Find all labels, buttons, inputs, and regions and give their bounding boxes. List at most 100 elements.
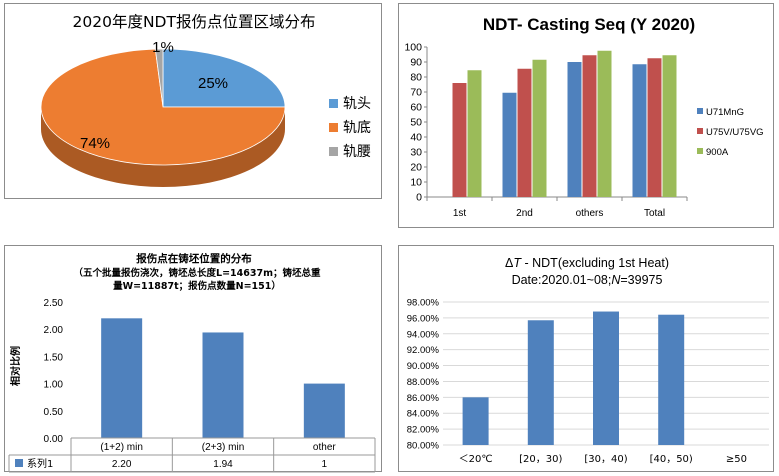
y-tick-label: 50: [410, 117, 422, 129]
y-tick-label: 40: [410, 132, 422, 144]
bar-U75V/U75VG-1st: [452, 83, 467, 197]
y-tick-label: 0: [416, 192, 422, 204]
pie-value-label: 74%: [80, 135, 110, 152]
y-tick-label: 88.00%: [407, 377, 440, 388]
bar-＜20℃: [462, 397, 489, 445]
casting-position-chart-panel: 报伤点在铸坯位置的分布 （五个批量报伤浇次，铸坯总长度L=14637m；铸坯总重…: [4, 245, 382, 473]
delta-t-title-symbol: Δ: [505, 256, 513, 270]
y-tick-label: 82.00%: [407, 425, 440, 436]
delta-t-chart-title: ΔT - NDT(excluding 1st Heat): [505, 256, 669, 270]
legend-label: U75V/U75VG: [706, 127, 764, 138]
bar-900A-1st: [467, 70, 482, 197]
y-tick-label: 1.50: [44, 352, 64, 363]
pie-legend-label: 轨底: [343, 120, 371, 136]
y-tick-label: 100: [404, 42, 422, 54]
y-tick-label: 92.00%: [407, 345, 440, 356]
casting-position-chart-title: 报伤点在铸坯位置的分布: [136, 252, 252, 265]
y-tick-label: 96.00%: [407, 313, 440, 324]
x-tick-label: Total: [644, 208, 665, 219]
bar-900A-others: [597, 50, 612, 197]
y-tick-label: 80.00%: [407, 441, 440, 452]
pie-legend-label: 轨头: [343, 96, 371, 112]
delta-t-chart: ΔT - NDT(excluding 1st Heat) Date:2020.0…: [407, 256, 769, 465]
y-tick-label: 86.00%: [407, 393, 440, 404]
casting-seq-chart: NDT- Casting Seq (Y 2020) 0 10 20 30 40 50 60 7…: [404, 15, 764, 219]
delta-t-subtitle-count: =39975: [620, 273, 662, 287]
casting-position-chart-ylabel: 相对比例: [9, 346, 22, 386]
y-tick-label: 90.00%: [407, 361, 440, 372]
y-tick-label: 20: [410, 162, 422, 174]
delta-t-title-rest: - NDT(excluding 1st Heat): [521, 256, 669, 270]
delta-t-subtitle-n: N: [611, 273, 621, 287]
y-tick-label: 90: [410, 57, 422, 69]
bar-900A-Total: [662, 55, 677, 197]
pie-slice-轨头: [162, 48, 286, 108]
y-tick-label: 10: [410, 177, 422, 189]
x-tick-label: ＜20℃: [459, 454, 493, 465]
pie-legend-swatch: [329, 123, 338, 132]
x-tick-label: 1st: [453, 208, 467, 219]
y-tick-label: 2.50: [44, 298, 64, 309]
pie-slice-轨腰: [154, 48, 164, 108]
bar-(1+2) min: [101, 318, 143, 438]
legend-swatch: [697, 148, 703, 154]
table-value-cell: 1.94: [213, 459, 233, 470]
bar-[20，30): [527, 320, 554, 445]
casting-seq-chart-title: NDT- Casting Seq (Y 2020): [483, 15, 695, 34]
bar-900A-2nd: [532, 59, 547, 197]
delta-t-chart-subtitle: Date:2020.01~08;N=39975: [512, 273, 663, 287]
table-value-cell: 1: [322, 459, 328, 470]
y-tick-label: 0.00: [44, 434, 64, 445]
y-tick-label: 70: [410, 87, 422, 99]
x-tick-label: [20，30): [519, 454, 562, 465]
pie-legend-swatch: [329, 147, 338, 156]
y-tick-label: 30: [410, 147, 422, 159]
bar-U75V/U75VG-others: [582, 55, 597, 197]
pie-chart-title: 2020年度NDT报伤点位置区域分布: [73, 13, 316, 31]
pie-side-轨底: [41, 107, 285, 187]
y-tick-label: 84.00%: [407, 409, 440, 420]
legend-label: 900A: [706, 147, 729, 158]
pie-legend-swatch: [329, 99, 338, 108]
pie-value-label: 1%: [152, 39, 174, 56]
bar-(2+3) min: [202, 332, 244, 438]
delta-t-chart-panel: ΔT - NDT(excluding 1st Heat) Date:2020.0…: [398, 245, 774, 472]
bar-U75V/U75VG-Total: [647, 58, 662, 197]
y-tick-label: 60: [410, 102, 422, 114]
y-tick-label: 98.00%: [407, 298, 440, 309]
bar-U71MnG-Total: [632, 64, 647, 197]
table-header-cell: other: [313, 442, 336, 453]
x-tick-label: 2nd: [516, 208, 533, 219]
bar-U75V/U75VG-2nd: [517, 68, 532, 197]
legend-swatch: [697, 128, 703, 134]
delta-t-subtitle-date: Date:2020.01~08;: [512, 273, 612, 287]
table-header-cell: (1+2) min: [100, 442, 143, 453]
legend-label: U71MnG: [706, 107, 744, 118]
bar-U71MnG-others: [567, 62, 582, 197]
pie-legend-label: 轨腰: [343, 144, 371, 160]
legend-swatch: [697, 108, 703, 114]
x-tick-label: [40，50): [650, 454, 693, 465]
x-tick-label: [30，40): [584, 454, 627, 465]
casting-position-chart-subtitle-line-2: 量W=11887t；报伤点数量N=151）: [113, 280, 281, 292]
table-header-cell: (2+3) min: [202, 442, 245, 453]
y-tick-label: 80: [410, 72, 422, 84]
bar-other: [303, 383, 345, 438]
casting-seq-chart-panel: NDT- Casting Seq (Y 2020) 0 10 20 30 40 50 60 7…: [398, 3, 774, 228]
bar-[30，40): [593, 311, 619, 445]
table-value-cell: 2.20: [112, 459, 132, 470]
pie-value-label: 25%: [198, 75, 228, 92]
x-tick-label: ≥50: [726, 454, 747, 465]
y-tick-label: 0.50: [44, 407, 64, 418]
y-tick-label: 1.00: [44, 380, 64, 391]
x-tick-label: others: [576, 208, 604, 219]
table-series-swatch: [15, 459, 23, 467]
pie-slice-轨底: [40, 48, 286, 166]
casting-position-chart-subtitle-line-1: （五个批量报伤浇次，铸坯总长度L=14637m；铸坯总重: [74, 267, 321, 279]
y-tick-label: 94.00%: [407, 329, 440, 340]
pie-chart-panel: 2020年度NDT报伤点位置区域分布 25% 74% 1% 轨头轨底轨腰: [4, 3, 382, 199]
bar-[40，50): [658, 314, 685, 445]
bar-U71MnG-2nd: [502, 92, 517, 197]
y-tick-label: 2.00: [44, 325, 64, 336]
